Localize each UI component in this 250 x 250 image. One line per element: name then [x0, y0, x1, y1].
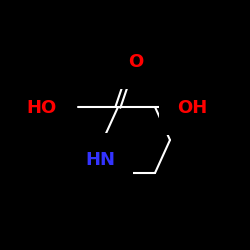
Text: HN: HN — [85, 151, 115, 169]
Text: HO: HO — [27, 99, 57, 117]
Text: OH: OH — [177, 99, 207, 117]
Text: O: O — [128, 53, 144, 71]
